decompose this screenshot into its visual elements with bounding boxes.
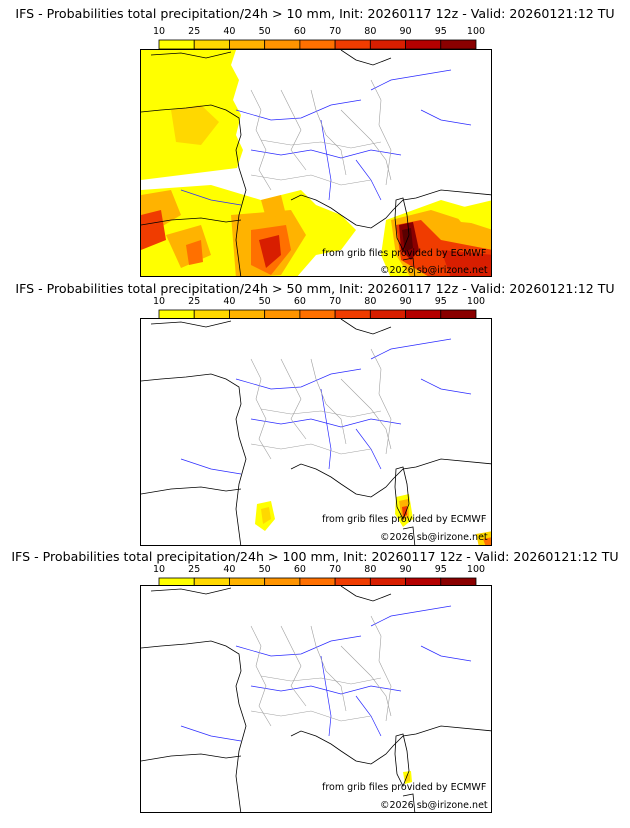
colorbar-tick-label: 100 [467,296,485,307]
colorbar-segment [369,39,406,50]
copyright-credit: ©2026 sb@irizone.net [380,532,488,543]
colorbar-tick-label: 70 [329,564,341,575]
source-credit: from grib files provided by ECMWF [322,782,487,793]
map-canvas [141,50,491,276]
colorbar-tick-label: 60 [294,564,306,575]
colorbar-segment [440,39,477,50]
map-title: IFS - Probabilities total precipitation/… [15,281,615,296]
colorbar-tick-label: 100 [467,26,485,37]
colorbar-tick-label: 10 [153,564,165,575]
map-title: IFS - Probabilities total precipitation/… [15,6,615,21]
colorbar-segment [405,39,442,50]
coastline [141,586,491,812]
colorbar-tick-label: 70 [329,296,341,307]
colorbar-tick-label: 80 [364,26,376,37]
source-credit: from grib files provided by ECMWF [322,248,487,259]
colorbar-segment [229,39,266,50]
coastline [141,319,491,545]
colorbar-segment [334,39,371,50]
colorbar-segment [264,39,301,50]
colorbar-tick-label: 25 [188,26,200,37]
colorbar: 10 25 40 50 60 70 80 90 95 100 [153,26,485,50]
precip-map [140,585,492,813]
rivers [180,605,472,742]
panel-10mm: IFS - Probabilities total precipitation/… [0,6,630,282]
colorbar-segment [193,39,230,50]
colorbar-tick-label: 40 [223,26,235,37]
colorbar-tick-label: 50 [259,564,271,575]
colorbar-tick-label: 90 [400,564,412,575]
colorbar-tick-label: 60 [294,296,306,307]
colorbar-tick-label: 40 [223,296,235,307]
colorbar-tick-label: 25 [188,564,200,575]
source-credit: from grib files provided by ECMWF [322,514,487,525]
panel-50mm: IFS - Probabilities total precipitation/… [0,281,630,557]
colorbar-tick-label: 70 [329,26,341,37]
colorbar-tick-label: 80 [364,296,376,307]
colorbar-tick-label: 50 [259,296,271,307]
colorbar-tick-label: 50 [259,26,271,37]
colorbar-segment [158,39,195,50]
colorbar-tick-label: 95 [435,564,447,575]
colorbar-tick-label: 90 [400,26,412,37]
copyright-credit: ©2026 sb@irizone.net [380,265,488,276]
colorbar-tick-label: 40 [223,564,235,575]
map-canvas [141,586,491,812]
colorbar-tick-label: 25 [188,296,200,307]
copyright-credit: ©2026 sb@irizone.net [380,800,488,811]
rivers [180,338,472,475]
colorbar-tick-label: 90 [400,296,412,307]
borders [250,79,392,191]
colorbar-tick-label: 100 [467,564,485,575]
borders [250,348,392,460]
map-canvas [141,319,491,545]
colorbar-tick-label: 95 [435,26,447,37]
colorbar-tick-label: 80 [364,564,376,575]
colorbar-tick-label: 10 [153,26,165,37]
colorbar-tick-label: 95 [435,296,447,307]
precip-shading [141,50,491,276]
coastline [141,50,491,276]
colorbar-tick-label: 60 [294,26,306,37]
borders [250,615,392,727]
colorbar-tick-label: 10 [153,296,165,307]
colorbar-segment [299,39,336,50]
panel-100mm: IFS - Probabilities total precipitation/… [0,549,630,825]
colorbar: 10 25 40 50 60 70 80 90 95 100 [153,564,485,588]
precip-map [140,49,492,277]
map-title: IFS - Probabilities total precipitation/… [11,549,619,564]
precip-map [140,318,492,546]
